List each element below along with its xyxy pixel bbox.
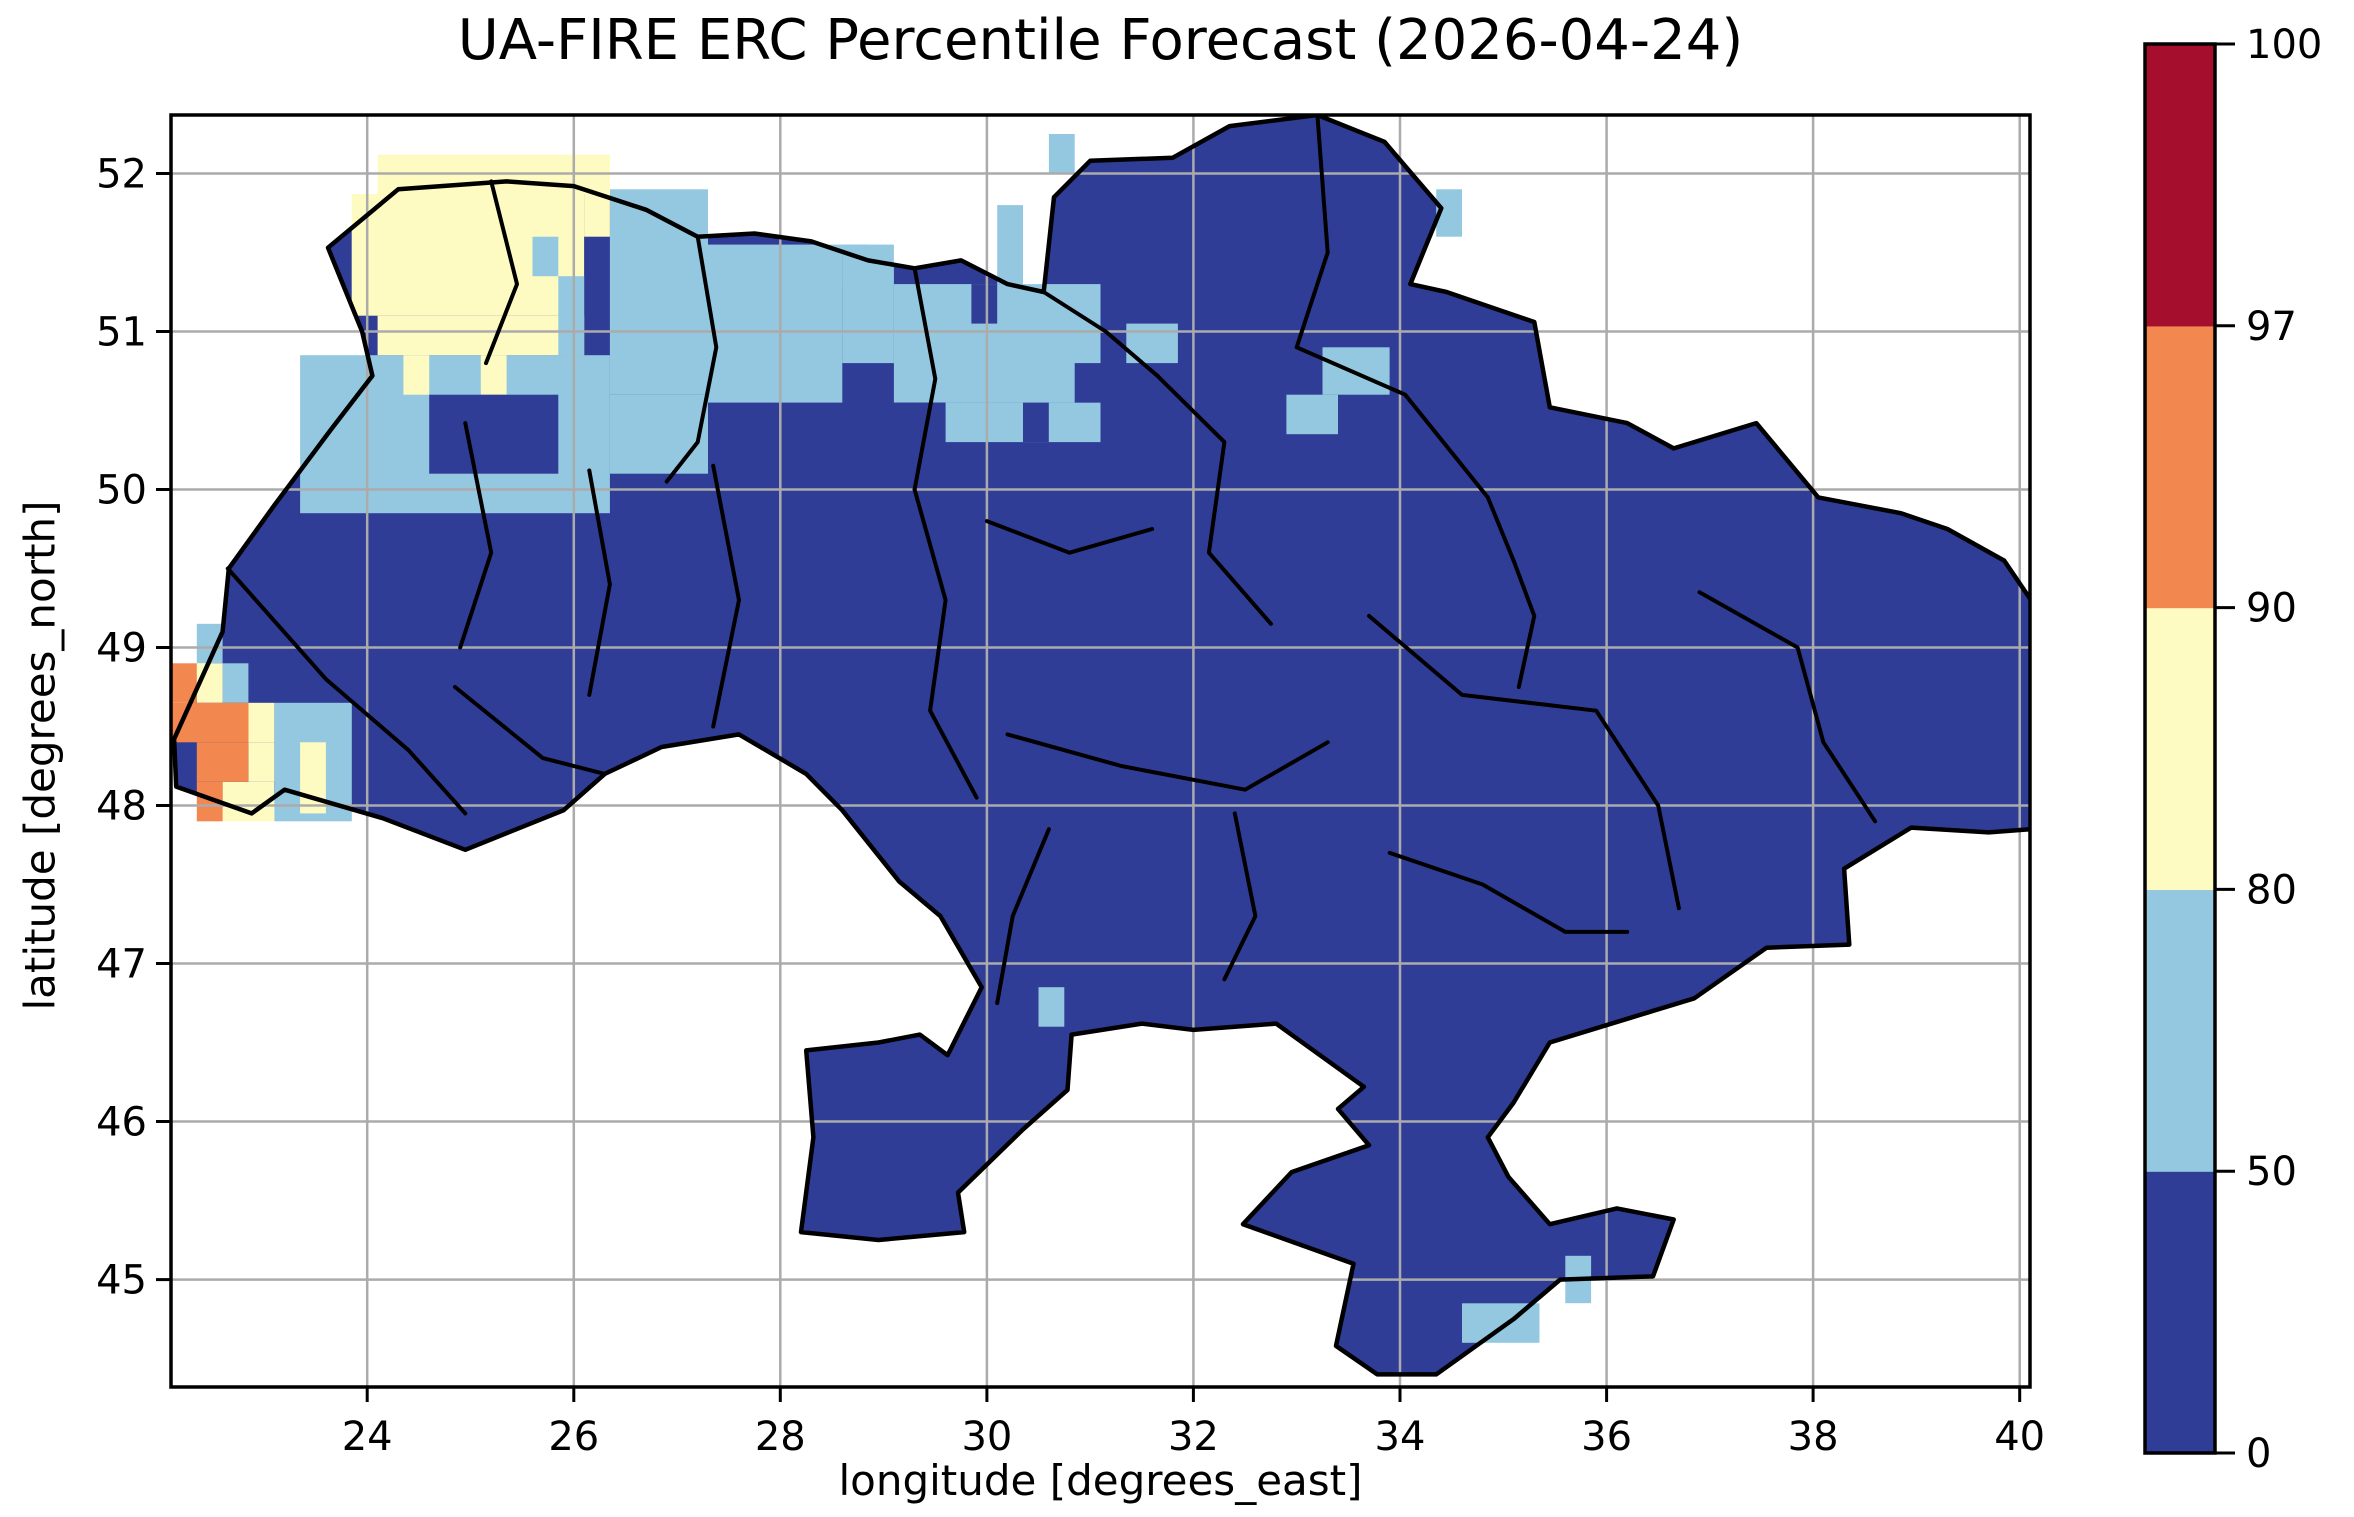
y-tick-label: 50 — [96, 468, 147, 514]
colorbar-tick-label: 90 — [2246, 586, 2297, 632]
colorbar: 0 50 80 90 97 100 — [2143, 22, 2322, 1477]
x-tick-label: 26 — [548, 1414, 599, 1460]
x-tick-label: 34 — [1375, 1414, 1426, 1460]
oblast-line — [1697, 590, 1878, 824]
x-tick-label: 32 — [1168, 1414, 1219, 1460]
colorbar-segment — [2145, 607, 2215, 890]
raster-cell — [377, 315, 585, 356]
y-tick-label: 47 — [96, 942, 147, 988]
oblast-line — [1041, 290, 1160, 378]
country-outline — [171, 115, 2030, 1377]
oblast-line — [664, 234, 719, 484]
oblast-line — [912, 487, 979, 800]
x-tick-label: 38 — [1788, 1414, 1839, 1460]
raster-cell — [997, 205, 1023, 285]
raster-cell — [609, 189, 708, 395]
chart-title: UA-FIRE ERC Percentile Forecast (2026-04… — [457, 8, 1744, 73]
x-axis-label: longitude [degrees_east] — [838, 1456, 1363, 1505]
colorbar-tick-label: 100 — [2246, 22, 2322, 68]
oblast-line — [1367, 613, 1681, 911]
oblast-line — [1294, 345, 1516, 563]
raster-cell — [1038, 987, 1065, 1027]
oblast-line — [1222, 811, 1258, 982]
oblast-line — [711, 463, 741, 729]
raster-cell — [248, 742, 275, 782]
gridlines — [171, 115, 2030, 1387]
x-tick-label: 40 — [1994, 1414, 2045, 1460]
oblast-line — [453, 685, 607, 776]
oblast-line — [1387, 850, 1630, 934]
x-tick-label: 24 — [342, 1414, 393, 1460]
oblast-line — [984, 519, 1155, 555]
y-axis-label: latitude [degrees_north] — [15, 500, 65, 1011]
raster-cell — [1074, 363, 1101, 403]
oblast-line — [1511, 558, 1537, 689]
y-tick-label: 45 — [96, 1258, 147, 1304]
raster-cell — [1048, 134, 1075, 174]
oblast-line — [1294, 115, 1330, 350]
colorbar-tick-label: 97 — [2246, 304, 2297, 350]
y-tick-label: 52 — [96, 152, 147, 198]
raster-cell — [196, 742, 249, 782]
raster-cell — [532, 236, 559, 277]
oblast-line — [912, 266, 938, 492]
raster-cell — [558, 276, 585, 356]
x-tick-label: 36 — [1581, 1414, 1632, 1460]
raster-cell — [893, 402, 946, 443]
raster-cell — [1286, 394, 1338, 435]
colorbar-outline — [2143, 42, 2217, 1455]
oblast-line — [225, 566, 468, 816]
colorbar-tick-label: 50 — [2246, 1149, 2297, 1195]
raster-cell — [609, 394, 708, 474]
raster-cell — [971, 284, 998, 324]
y-tick-label: 48 — [96, 784, 147, 830]
y-tick-label: 51 — [96, 310, 147, 356]
raster-cell — [222, 663, 249, 703]
oblast-line — [458, 421, 494, 650]
colorbar-segment — [2145, 889, 2215, 1172]
colorbar-segment — [2145, 325, 2215, 609]
raster-cell — [429, 394, 559, 474]
oblast-line — [1005, 732, 1330, 792]
raster-cell — [842, 244, 869, 285]
oblast-line — [1155, 373, 1273, 626]
raster-cell — [1023, 402, 1049, 443]
colorbar-tick-label: 80 — [2246, 867, 2297, 913]
colorbar-segment — [2145, 1171, 2215, 1454]
x-tick-label: 28 — [755, 1414, 806, 1460]
x-tick-label: 30 — [961, 1414, 1012, 1460]
colorbar-segment — [2145, 44, 2215, 327]
oblast-line — [587, 468, 612, 697]
oblast-boundaries — [171, 115, 2030, 1377]
axes-spines — [169, 113, 2032, 1389]
raster-cell — [248, 702, 275, 743]
oblast-line — [995, 827, 1051, 1005]
raster-cell — [403, 355, 430, 395]
raster-cell — [584, 194, 610, 237]
colorbar-tick-label: 0 — [2246, 1431, 2271, 1477]
raster-cell — [1322, 347, 1390, 395]
y-axis-ticks: 45 46 47 48 49 50 51 52 — [96, 152, 171, 1304]
y-tick-label: 49 — [96, 626, 147, 672]
ukraine-raster — [171, 115, 2030, 1375]
y-tick-label: 46 — [96, 1100, 147, 1146]
x-axis-ticks: 24 26 28 30 32 34 36 38 40 — [342, 1387, 2045, 1460]
oblast-line — [484, 179, 519, 366]
raster-cell — [708, 244, 843, 403]
